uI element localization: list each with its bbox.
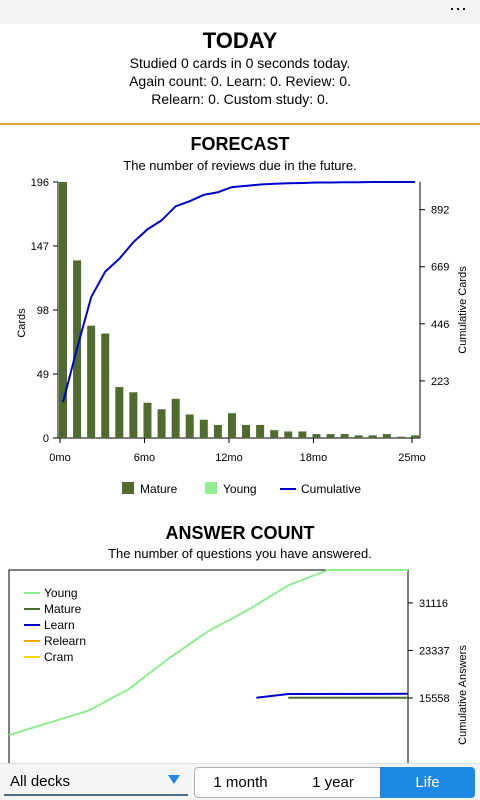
forecast-title: FORECAST <box>190 134 290 154</box>
forecast-y-tick-label: 196 <box>31 177 49 189</box>
mature-bar <box>382 434 391 438</box>
legend-young-swatch <box>205 482 217 494</box>
forecast-legend: Mature Young Cumulative <box>122 482 361 496</box>
answer-count-title: ANSWER COUNT <box>165 523 315 543</box>
mature-bar <box>312 434 321 438</box>
forecast-x-tick-label: 0mo <box>49 452 70 464</box>
legend-cumulative-label: Cumulative <box>301 482 361 496</box>
mature-bar <box>213 424 222 438</box>
range-1-year-button[interactable]: 1 year <box>286 767 381 798</box>
forecast-x-tick-label: 12mo <box>215 452 243 464</box>
legend-young-label: Young <box>44 586 78 600</box>
mature-bar <box>354 435 363 438</box>
today-counts-text: Again count: 0. Learn: 0. Review: 0. <box>129 73 351 89</box>
forecast-y2-tick-label: 446 <box>431 319 449 331</box>
forecast-y-tick-label: 147 <box>31 241 49 253</box>
mature-bar <box>115 387 124 438</box>
bottom-bar: All decks 1 month 1 year Life <box>0 763 480 800</box>
deck-selector[interactable]: All decks <box>4 768 188 796</box>
mature-bar <box>326 434 335 438</box>
mature-bar <box>242 424 251 438</box>
answer-plot-frame <box>8 569 409 763</box>
mature-bar <box>157 409 166 438</box>
forecast-y2-tick-label: 223 <box>431 376 449 388</box>
forecast-chart: 196 147 98 49 0 892 669 446 223 0mo 6mo 12mo 18mo 25m… <box>16 177 469 496</box>
mature-bar <box>368 435 377 438</box>
forecast-y2-tick-label: 669 <box>431 262 449 274</box>
answer-count-chart: 31116 23337 15558 Cumulative Answers Young… <box>8 569 469 763</box>
forecast-x-tick-label: 18mo <box>300 452 328 464</box>
mature-bar <box>87 325 96 438</box>
deck-selector-value: All decks <box>10 773 71 790</box>
chevron-down-icon <box>168 775 180 784</box>
legend-relearn-label: Relearn <box>44 634 86 648</box>
mature-bar <box>129 392 138 438</box>
answer-learn-line <box>256 692 409 699</box>
answer-y2-tick-label: 23337 <box>419 645 450 657</box>
mature-bar <box>411 435 419 438</box>
more-dots-icon[interactable]: ⋯ <box>449 0 468 19</box>
today-studied-text: Studied 0 cards in 0 seconds today. <box>129 55 351 71</box>
mature-bar <box>270 430 279 438</box>
legend-cram-label: Cram <box>44 650 73 664</box>
mature-bar <box>59 182 67 438</box>
answer-y2-tick-label: 15558 <box>419 693 450 705</box>
forecast-y2-axis-label: Cumulative Cards <box>457 266 469 354</box>
cumulative-line <box>62 181 415 403</box>
today-title: TODAY <box>202 28 278 53</box>
forecast-y2-tick-label: 892 <box>431 205 449 217</box>
range-life-button[interactable]: Life <box>380 767 475 798</box>
mature-bar <box>143 402 152 438</box>
mature-bar <box>284 431 293 438</box>
legend-mature-label: Mature <box>44 602 82 616</box>
today-section: TODAY Studied 0 cards in 0 seconds today… <box>0 24 480 124</box>
forecast-x-tick-label: 25mo <box>398 452 426 464</box>
mature-bar <box>171 398 180 438</box>
mature-bar <box>101 333 110 438</box>
mature-bar <box>199 419 208 438</box>
section-separator <box>0 123 480 125</box>
answer-young-line <box>8 569 408 736</box>
mature-bar <box>185 414 194 438</box>
answer-y2-tick-label: 31116 <box>419 598 448 610</box>
mature-bar <box>256 424 265 438</box>
forecast-y-tick-label: 98 <box>37 305 49 317</box>
answer-y2-axis-label: Cumulative Answers <box>457 645 469 745</box>
mature-bar <box>340 434 349 438</box>
legend-mature-swatch <box>122 482 134 494</box>
forecast-x-tick-label: 6mo <box>134 452 155 464</box>
mature-bar <box>396 436 405 438</box>
range-1-month-button[interactable]: 1 month <box>194 767 287 798</box>
forecast-y-tick-label: 0 <box>43 433 49 445</box>
legend-young-label: Young <box>223 482 257 496</box>
legend-mature-label: Mature <box>140 482 178 496</box>
legend-learn-label: Learn <box>44 618 75 632</box>
top-app-bar: ⋯ <box>0 0 480 24</box>
answer-legend: Young Mature Learn Relearn Cram <box>24 586 86 664</box>
mature-bar <box>227 413 236 438</box>
forecast-y-axis-label: Cards <box>16 308 28 338</box>
answer-count-subtitle: The number of questions you have answere… <box>108 546 372 561</box>
forecast-y-tick-label: 49 <box>37 369 49 381</box>
today-relearn-text: Relearn: 0. Custom study: 0. <box>151 91 329 107</box>
forecast-subtitle: The number of reviews due in the future. <box>123 158 357 173</box>
mature-bar <box>298 431 307 438</box>
